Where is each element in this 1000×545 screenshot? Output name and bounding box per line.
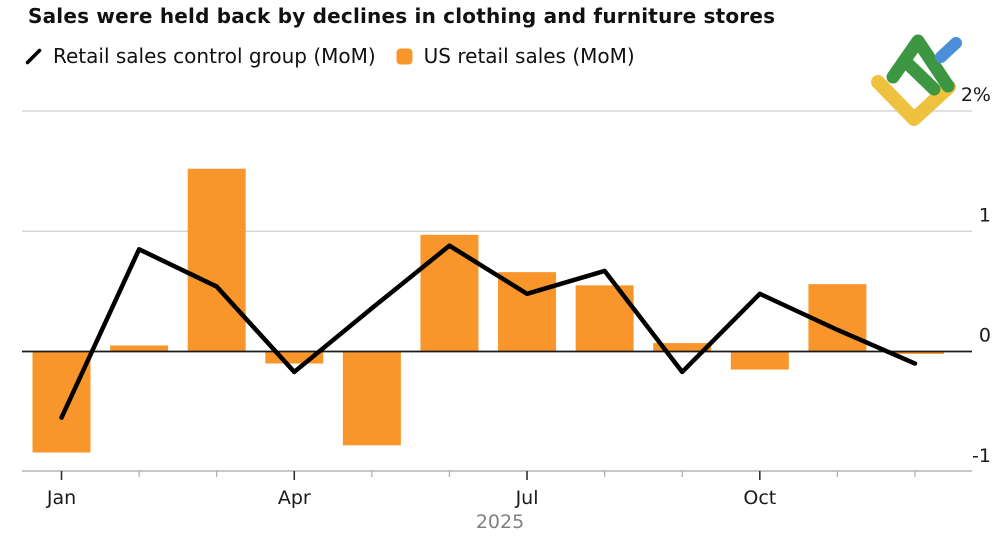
y-label-1: 1: [979, 204, 991, 226]
legend: Retail sales control group (MoM) US reta…: [25, 44, 635, 68]
legend-item-bar-series: US retail sales (MoM): [396, 44, 635, 68]
bar-Sep: [653, 343, 712, 352]
swatch-rect: [396, 48, 413, 64]
x-label-Oct: Oct: [743, 487, 776, 509]
bar-series-swatch-icon: [396, 48, 413, 64]
x-label-Apr: Apr: [278, 487, 311, 509]
y-label-0: 0: [979, 325, 991, 347]
legend-label-bar: US retail sales (MoM): [423, 44, 635, 68]
bar-Oct: [730, 351, 789, 370]
y-label--1: -1: [972, 445, 991, 467]
bar-Nov: [808, 284, 867, 352]
y-label-2%: 2%: [961, 84, 991, 106]
slash-glyph: [25, 48, 42, 64]
bar-Jul: [498, 272, 557, 352]
legend-item-line-series: Retail sales control group (MoM): [25, 44, 376, 68]
chart-title: Sales were held back by declines in clot…: [28, 4, 776, 28]
line-series: [59, 243, 918, 420]
bar-Feb: [110, 345, 169, 352]
bar-May: [342, 351, 401, 446]
x-label-Jul: Jul: [515, 487, 539, 509]
bar-Mar: [187, 168, 246, 352]
bar-Jun: [420, 234, 479, 352]
year-label: 2025: [476, 511, 524, 533]
line-series-slash-icon: [25, 48, 42, 64]
bar-Dec: [885, 351, 944, 354]
bar-Jan: [32, 351, 91, 453]
legend-label-line: Retail sales control group (MoM): [53, 44, 376, 68]
x-label-Jan: Jan: [46, 487, 76, 509]
